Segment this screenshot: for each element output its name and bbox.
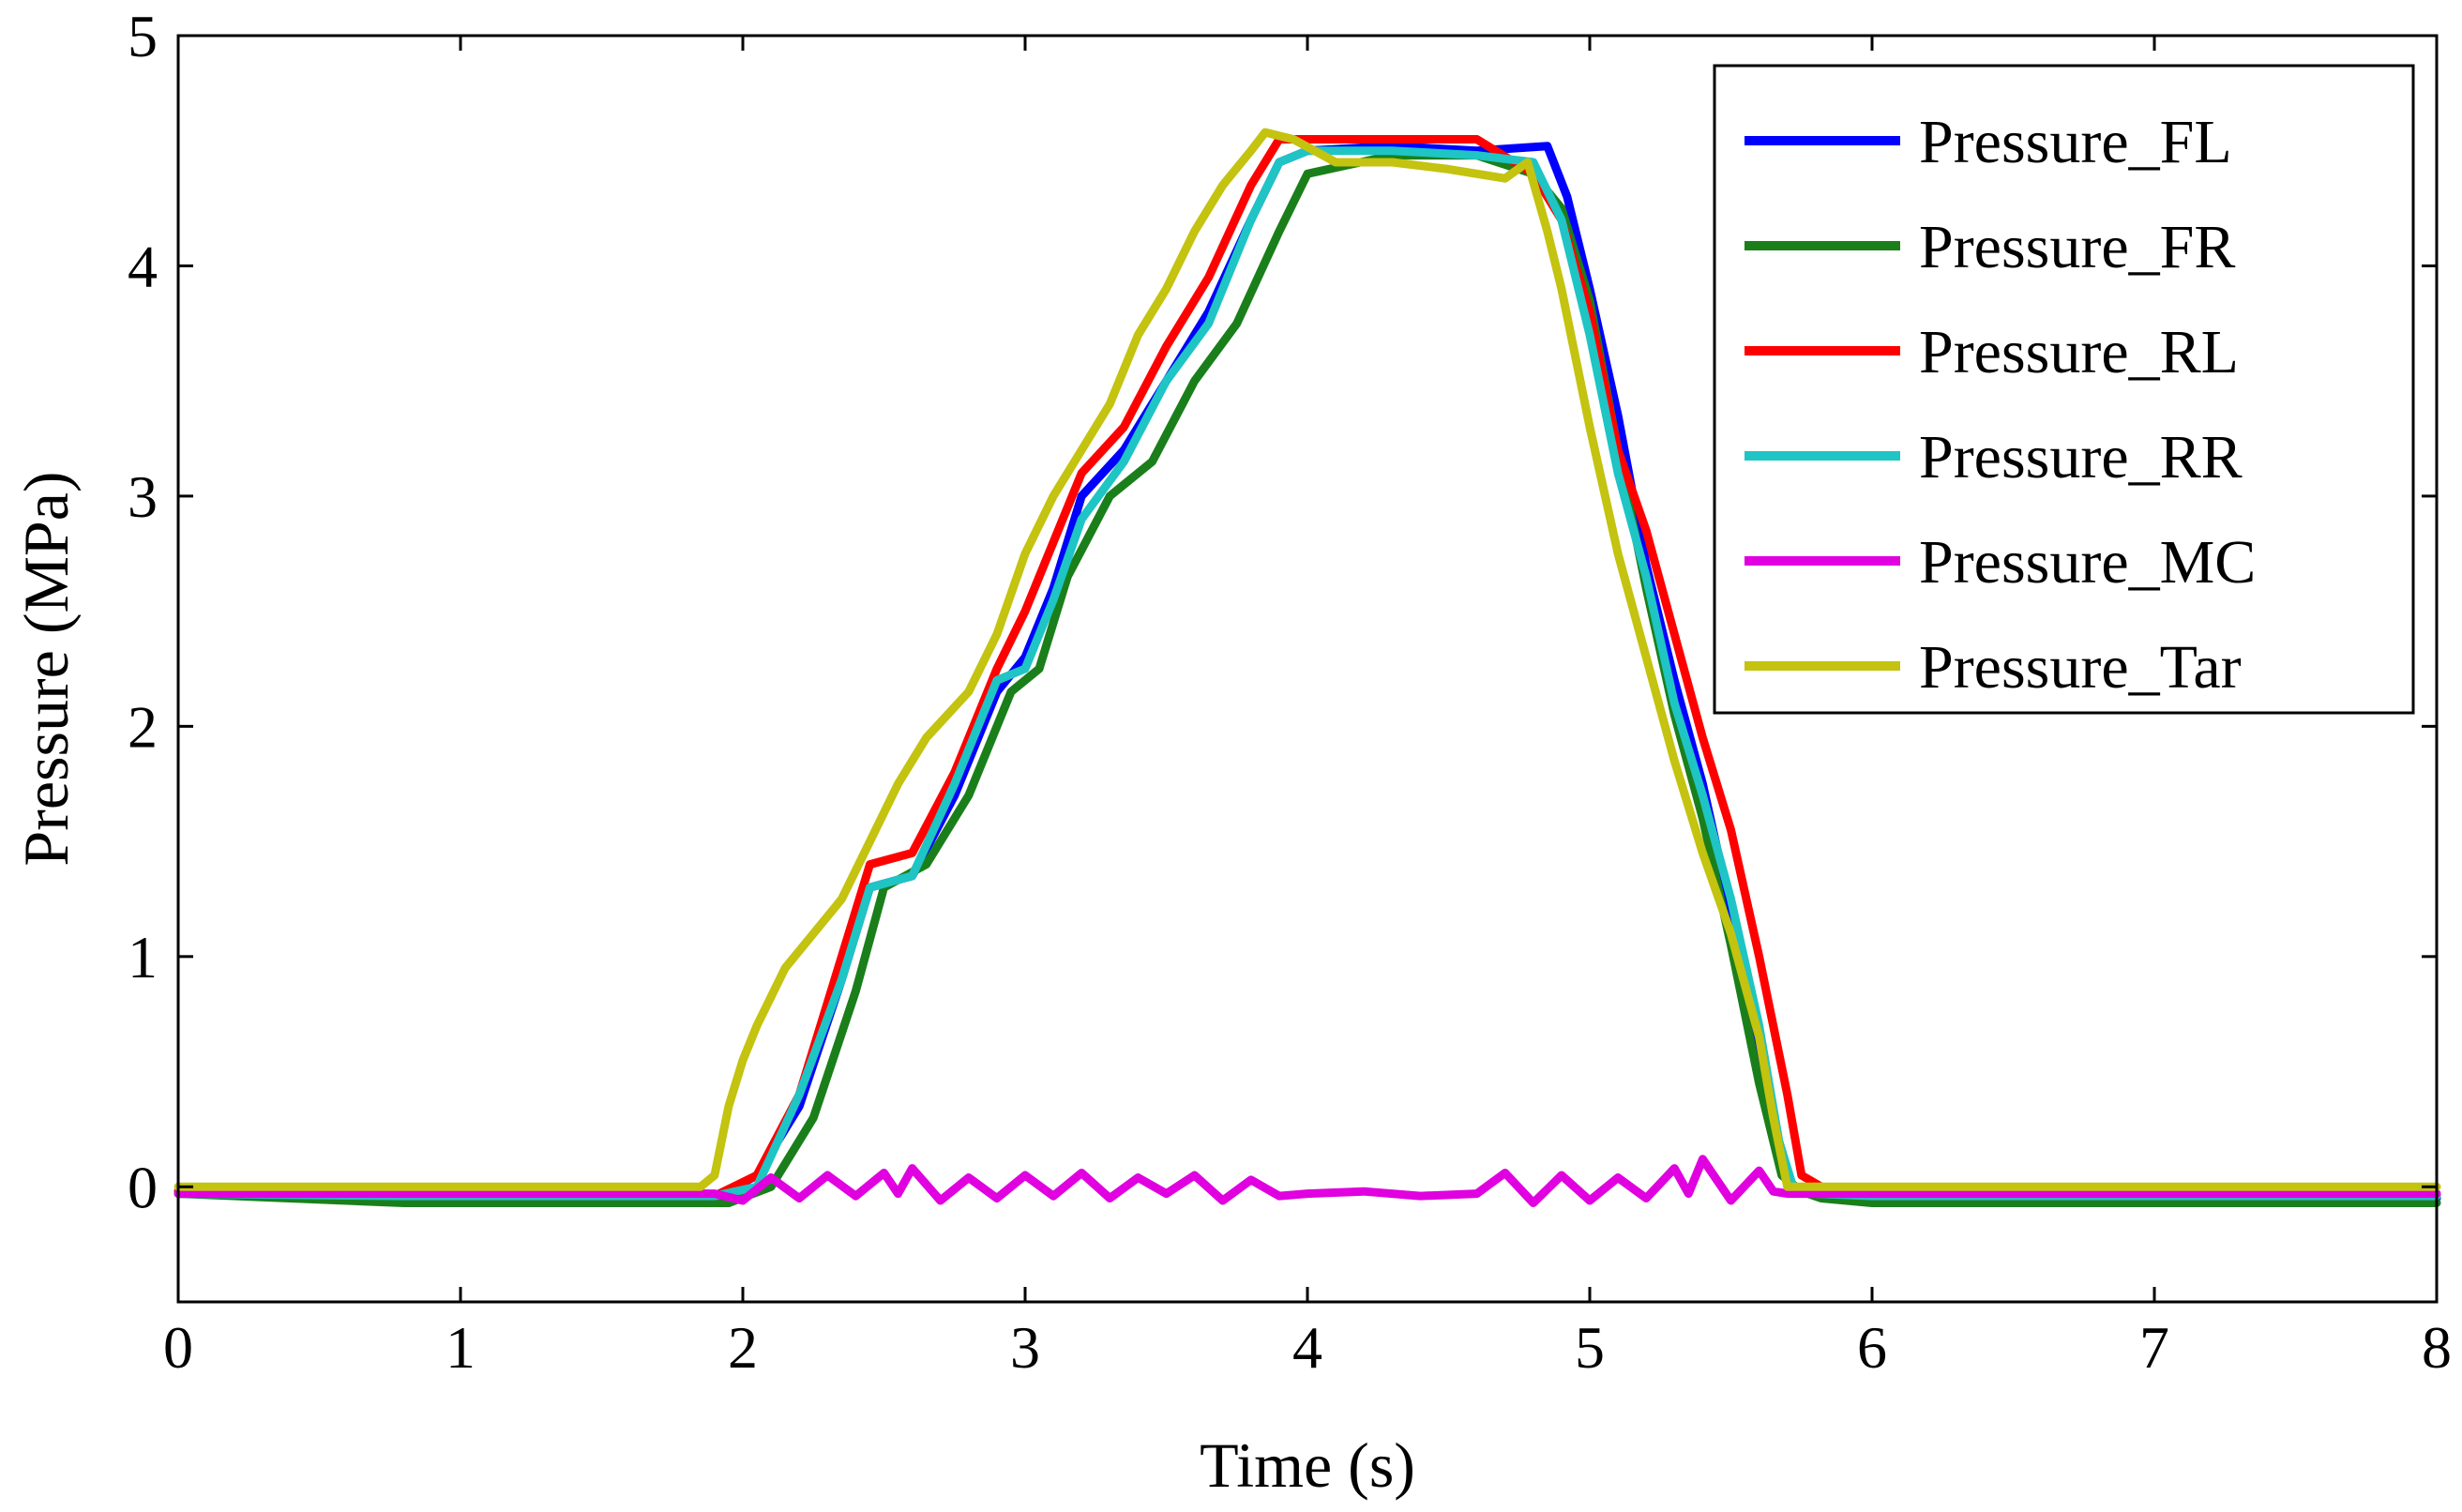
legend-label-pressure-tar: Pressure_Tar (1919, 633, 2242, 702)
x-tick-label: 3 (1010, 1314, 1040, 1381)
x-tick-label: 7 (2139, 1314, 2169, 1381)
legend: Pressure_FL Pressure_FR Pressure_RL Pressur… (1713, 64, 2415, 715)
plot-frame (176, 34, 2439, 1304)
legend-label-pressure-fr: Pressure_FR (1919, 213, 2235, 281)
x-tick-label: 5 (1575, 1314, 1605, 1381)
y-tick-label: 3 (128, 463, 158, 530)
x-tick-label: 1 (446, 1314, 476, 1381)
series-line-pressure-rr (174, 146, 2441, 1201)
ticks-layer: 0 1 2 3 4 5 6 7 8 0 1 2 3 4 5 (128, 3, 2452, 1381)
x-tick-label: 4 (1292, 1314, 1322, 1381)
x-tick-label: 2 (728, 1314, 758, 1381)
x-tick-label: 8 (2422, 1314, 2452, 1381)
y-tick-label: 2 (128, 693, 158, 760)
legend-label-pressure-fl: Pressure_FL (1919, 108, 2232, 176)
legend-label-pressure-rl: Pressure_RL (1919, 318, 2239, 386)
x-tick-label: 0 (163, 1314, 193, 1381)
y-tick-label: 0 (128, 1154, 158, 1220)
x-axis-label: Time (s) (1200, 1429, 1415, 1501)
x-tick-label: 6 (1857, 1314, 1887, 1381)
y-axis-label: Pressure (MPa) (10, 471, 82, 866)
y-tick-label: 1 (128, 924, 158, 990)
series-line-pressure-tar (174, 128, 2441, 1191)
legend-label-pressure-mc: Pressure_MC (1919, 528, 2256, 597)
series-line-pressure-fr (174, 151, 2441, 1207)
legend-label-pressure-rr: Pressure_RR (1919, 423, 2243, 491)
series-line-pressure-mc (174, 1155, 2441, 1207)
y-tick-label: 5 (128, 3, 158, 69)
legend-box (1713, 64, 2415, 715)
series-layer (174, 128, 2441, 1207)
y-tick-label: 4 (128, 233, 158, 299)
